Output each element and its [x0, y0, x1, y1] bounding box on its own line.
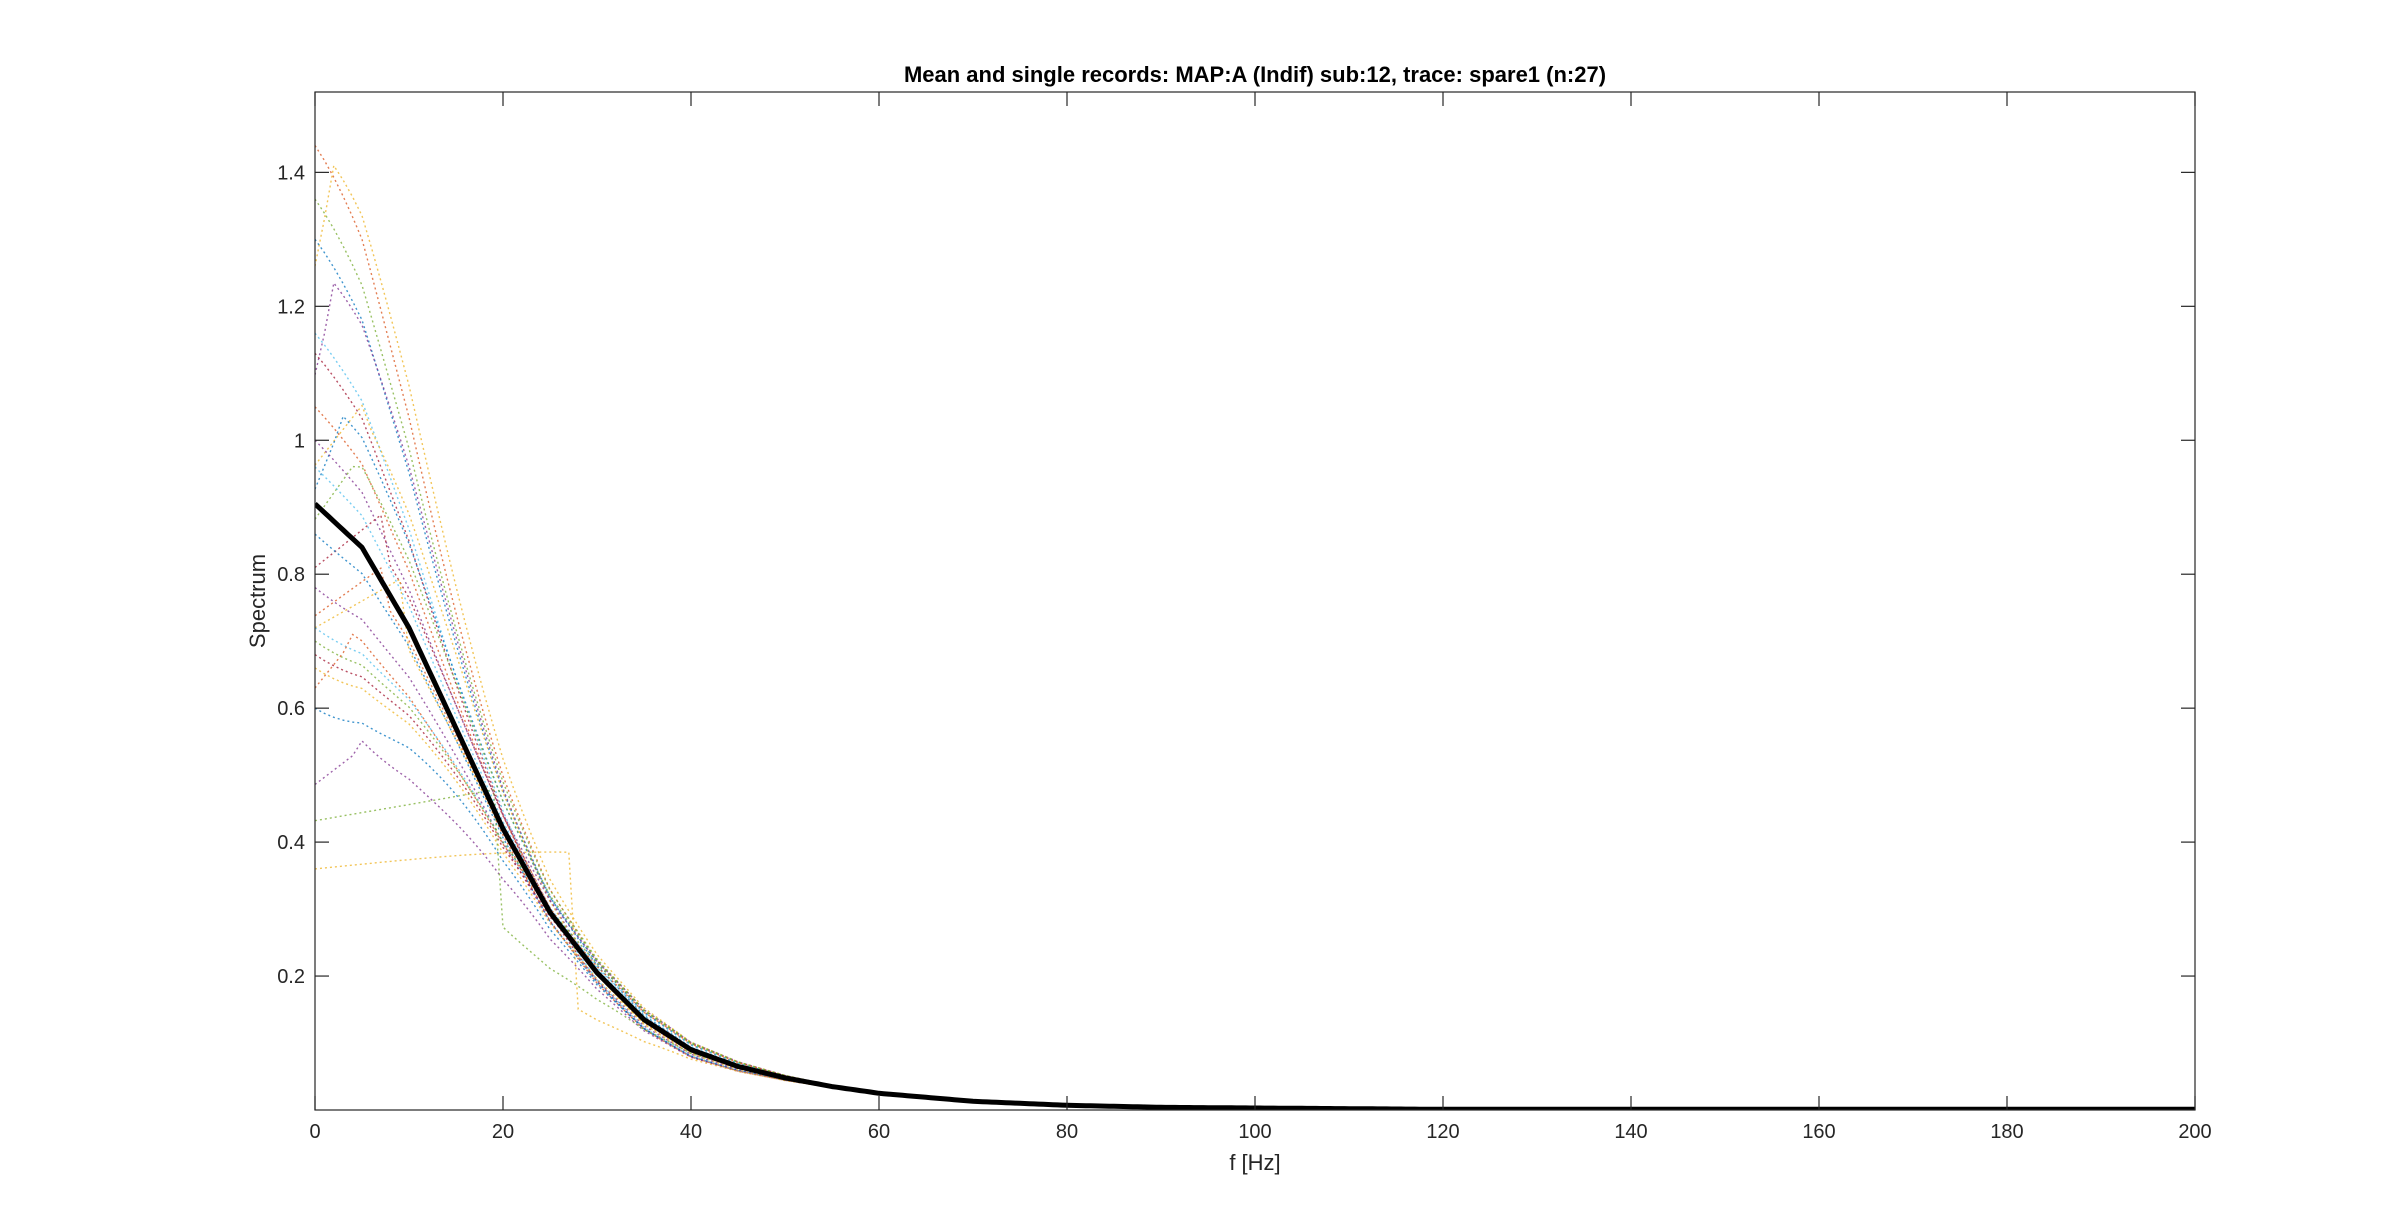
chart-title: Mean and single records: MAP:A (Indif) s… — [904, 62, 1606, 87]
x-tick-label: 120 — [1426, 1121, 1459, 1143]
y-tick-label: 0.4 — [277, 832, 305, 854]
x-tick-label: 100 — [1238, 1121, 1271, 1143]
x-tick-label: 40 — [680, 1121, 702, 1143]
y-axis-ticks: 0.2 0.4 0.6 0.8 1 1.2 1.4 — [277, 162, 2195, 988]
x-tick-label: 180 — [1990, 1121, 2023, 1143]
x-tick-label: 160 — [1802, 1121, 1835, 1143]
y-tick-label: 0.2 — [277, 966, 305, 988]
x-tick-label: 20 — [492, 1121, 514, 1143]
y-tick-label: 0.8 — [277, 564, 305, 586]
y-tick-label: 1.4 — [277, 162, 305, 184]
y-tick-label: 0.6 — [277, 698, 305, 720]
x-tick-label: 200 — [2178, 1121, 2211, 1143]
plot-area: 0 20 40 60 80 100 120 140 160 180 200 0.2 0.4 0.6 0.8… — [277, 91, 2212, 1143]
y-axis-label: Spectrum — [245, 554, 270, 648]
y-tick-label: 1 — [294, 430, 305, 452]
single-record-line — [315, 667, 2195, 1110]
x-tick-label: 140 — [1614, 1121, 1647, 1143]
x-tick-label: 80 — [1056, 1121, 1078, 1143]
x-axis-ticks: 0 20 40 60 80 100 120 140 160 180 200 — [309, 92, 2212, 1143]
x-axis-label: f [Hz] — [1229, 1150, 1280, 1175]
y-tick-label: 1.2 — [277, 296, 305, 318]
x-tick-label: 0 — [309, 1121, 320, 1143]
x-tick-label: 60 — [868, 1121, 890, 1143]
